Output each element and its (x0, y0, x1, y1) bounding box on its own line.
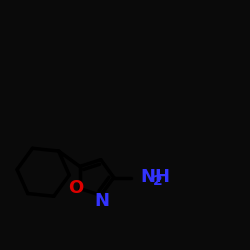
Text: O: O (68, 179, 83, 197)
Text: 2: 2 (152, 174, 162, 188)
Text: NH: NH (140, 168, 170, 186)
Text: N: N (94, 192, 109, 210)
